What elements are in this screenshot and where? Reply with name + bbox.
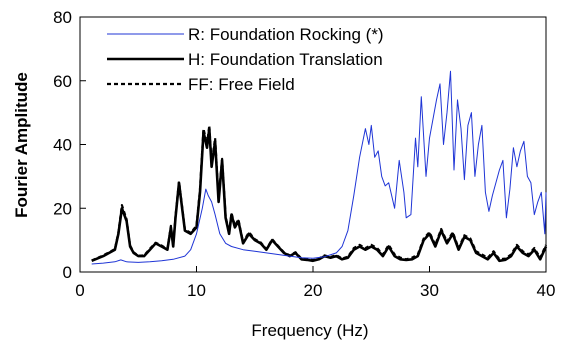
y-tick-label: 20 bbox=[53, 199, 72, 218]
y-tick-label: 0 bbox=[63, 263, 72, 282]
series-line-foundation-translation bbox=[91, 127, 548, 263]
y-tick-label: 40 bbox=[53, 136, 72, 155]
legend-label-free-field: FF: Free Field bbox=[188, 75, 295, 94]
legend-label-foundation-rocking: R: Foundation Rocking (*) bbox=[188, 25, 384, 44]
y-tick-label: 80 bbox=[53, 8, 72, 27]
legend: R: Foundation Rocking (*) H: Foundation T… bbox=[107, 25, 384, 94]
x-axis-title: Frequency (Hz) bbox=[251, 321, 368, 340]
y-axis-ticks: 0 20 40 60 80 bbox=[53, 8, 86, 282]
y-axis-title: Fourier Amplitude bbox=[12, 72, 31, 218]
legend-label-foundation-translation: H: Foundation Translation bbox=[188, 50, 383, 69]
x-tick-label: 10 bbox=[187, 281, 206, 300]
x-tick-label: 30 bbox=[420, 281, 439, 300]
x-tick-label: 40 bbox=[537, 281, 556, 300]
series-line-foundation-rocking bbox=[91, 70, 547, 265]
series-layer bbox=[91, 70, 548, 265]
x-tick-label: 0 bbox=[75, 281, 84, 300]
y-tick-label: 60 bbox=[53, 72, 72, 91]
x-tick-label: 20 bbox=[304, 281, 323, 300]
x-axis-ticks: 0 10 20 30 40 bbox=[75, 266, 555, 300]
